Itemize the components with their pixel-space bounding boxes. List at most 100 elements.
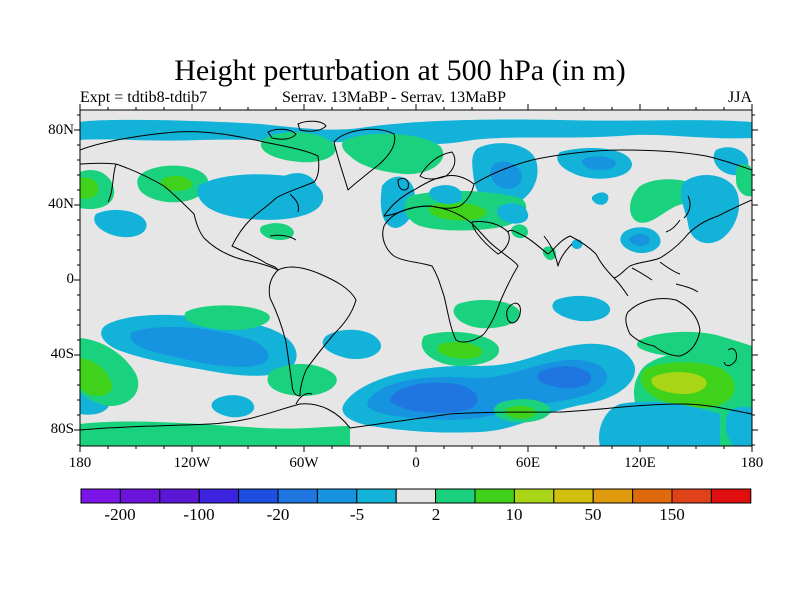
contour-fill (282, 173, 317, 194)
map-title: Height perturbation at 500 hPa (in m) (174, 54, 626, 87)
coastline-australia (625, 298, 701, 357)
run-comparison-label: Serrav. 13MaBP - Serrav. 13MaBP (282, 89, 506, 106)
colorbar-label: -20 (266, 505, 290, 524)
colorbar-box (395, 488, 437, 504)
coastline-south-america (268, 266, 357, 397)
coastline-madagascar (506, 302, 521, 324)
coastline-africa (382, 205, 519, 343)
colorbar-label: 150 (659, 505, 685, 524)
experiment-label: Expt = tdtib8-tdtib7 (80, 89, 208, 106)
colorbar-box (435, 488, 476, 504)
colorbar-label: 2 (431, 505, 441, 524)
colorbar-box (238, 488, 279, 504)
contour-fill (453, 299, 521, 329)
coastline-arctic-island (297, 120, 327, 132)
lat-label-80s: 80S (50, 421, 74, 437)
colorbar-box (474, 488, 515, 504)
coastline-new-guinea (675, 283, 699, 293)
contour-fill (651, 372, 707, 394)
colorbar-label: -5 (349, 505, 365, 524)
contour-fill (511, 224, 528, 239)
contour-fill (211, 395, 255, 418)
coastline-caribbean (269, 234, 297, 241)
contour-fill (342, 133, 444, 175)
season-label: JJA (727, 89, 752, 106)
contour-fill (490, 161, 522, 189)
contour-fill (497, 203, 529, 224)
contour-fill (80, 177, 99, 199)
colorbar-box (632, 488, 673, 504)
lon-label-0: 0 (412, 455, 420, 471)
coastline-antarctic-peninsula (295, 393, 313, 405)
coastline-north-america (80, 131, 320, 271)
contour-fill (437, 342, 483, 359)
lon-minor-ticks (107, 107, 725, 449)
coastline-japan (665, 195, 691, 233)
coastline-india (543, 235, 573, 267)
contour-fill (130, 326, 269, 367)
contour-fill (322, 329, 382, 360)
lat-label-equator: 0 (66, 271, 75, 287)
coastline-alaska (107, 163, 117, 203)
map-panel (74, 104, 758, 452)
colorbar-box (277, 488, 318, 504)
contour-fill (94, 209, 147, 238)
colorbar-box (159, 488, 200, 504)
contour-fill (80, 421, 350, 446)
colorbar-box (553, 488, 594, 504)
contour-fill (80, 358, 112, 396)
coastline-arctic-island (267, 128, 297, 140)
coastline-british-isles (397, 177, 409, 191)
contour-fill (260, 132, 336, 163)
lon-label-180e: 180 (740, 455, 764, 471)
lon-major-ticks (79, 104, 753, 452)
contour-fill (581, 156, 616, 171)
colorbar-box (513, 488, 555, 504)
coastline-new-zealand (723, 348, 737, 367)
coastline-antarctica (80, 403, 752, 431)
contour-fill (184, 305, 270, 330)
colorbar-box (119, 488, 161, 504)
lat-label-40n: 40N (48, 196, 74, 212)
coastline-greenland (333, 128, 396, 191)
lat-minor-ticks (77, 114, 755, 446)
colorbar-box (198, 488, 240, 504)
colorbar-label: -200 (104, 505, 136, 524)
coastline-europe (383, 175, 475, 217)
colorbar-box (356, 488, 397, 504)
contour-fill (429, 202, 487, 221)
coastline-indonesia (613, 261, 681, 297)
contour-fill (429, 185, 462, 204)
lat-label-80n: 80N (48, 122, 74, 138)
contour-fill (390, 382, 478, 413)
contour-fill (591, 192, 609, 205)
contour-fill (680, 175, 740, 244)
lat-label-40s: 40S (50, 346, 74, 362)
contour-fill (537, 366, 592, 389)
lon-label-60w: 60W (289, 455, 319, 471)
coastline-arabia (471, 221, 510, 255)
lon-label-180w: 180 (68, 455, 92, 471)
lon-label-60e: 60E (515, 455, 541, 471)
coastline-scandinavia (419, 151, 456, 180)
colorbar-label: 10 (505, 505, 523, 524)
colorbar-box (316, 488, 358, 504)
contour-fill (161, 176, 192, 191)
contour-fill (736, 164, 752, 197)
colorbar-box (710, 488, 752, 504)
axis-ticks (74, 104, 758, 452)
contour-fill (552, 295, 611, 322)
colorbar-label: 50 (584, 505, 602, 524)
colorbar-box (671, 488, 712, 504)
lon-label-120e: 120E (624, 455, 656, 471)
contour-fill (725, 406, 752, 446)
colorbar-box (592, 488, 634, 504)
contour-fill (598, 401, 720, 446)
coastlines (80, 120, 752, 431)
colorbar-box (80, 488, 121, 504)
lon-label-120w: 120W (173, 455, 211, 471)
colorbar-label: -100 (183, 505, 215, 524)
contour-fill (629, 233, 650, 247)
coastline-florida (289, 193, 299, 213)
